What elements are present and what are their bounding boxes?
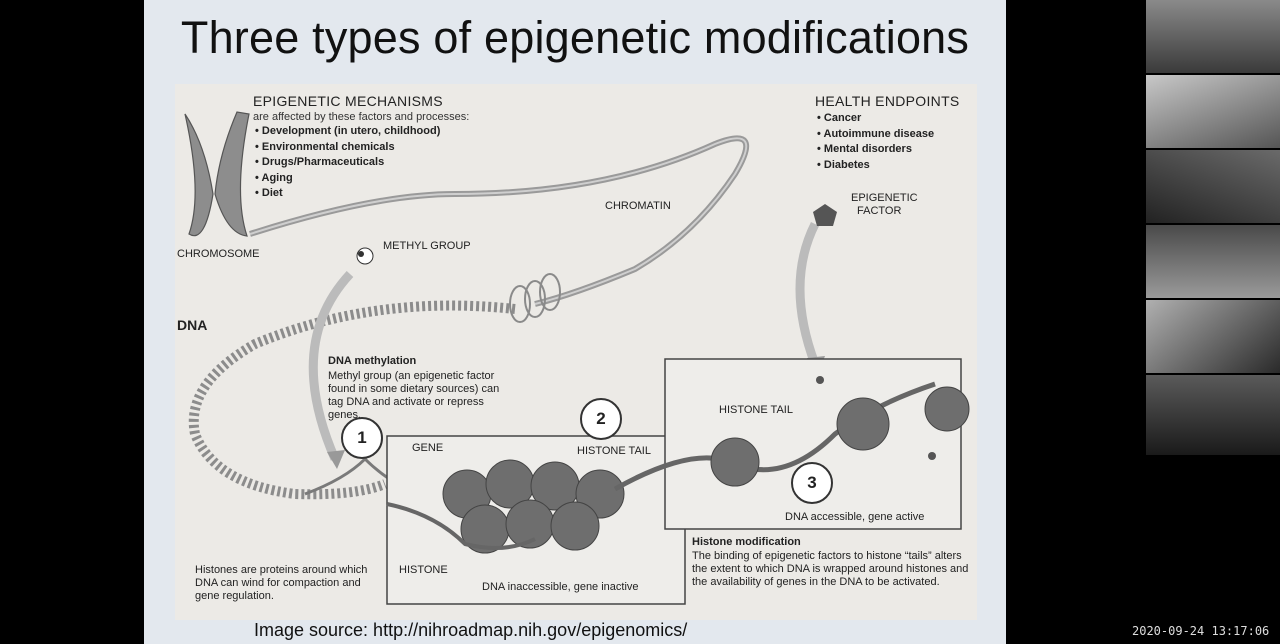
list-item: Aging xyxy=(255,171,440,187)
histone-mod-text: The binding of epigenetic factors to his… xyxy=(692,550,969,588)
methylation-text: Methyl group (an epigenetic factor found… xyxy=(328,370,500,421)
histone-tail-label-3: HISTONE TAIL xyxy=(719,404,793,416)
methyl-group-label: METHYL GROUP xyxy=(383,240,471,252)
mechanisms-list: Development (in utero, childhood) Enviro… xyxy=(255,124,441,202)
slide-title: Three types of epigenetic modifications xyxy=(180,12,970,63)
dna-inaccessible-label: DNA inaccessible, gene inactive xyxy=(482,581,639,593)
factor-arrow xyxy=(795,221,820,366)
histones-note: Histones are proteins around which DNA c… xyxy=(195,564,368,602)
list-item: Environmental chemicals xyxy=(255,140,440,156)
methylation-title: DNA methylation xyxy=(328,355,417,367)
list-item: Development (in utero, childhood) xyxy=(255,124,440,140)
participant-video-6[interactable] xyxy=(1146,375,1280,455)
list-item: Autoimmune disease xyxy=(817,127,935,143)
chromosome-icon xyxy=(184,111,250,237)
list-item: Diabetes xyxy=(817,158,934,174)
gene-label: GENE xyxy=(412,442,444,454)
histone-cluster xyxy=(442,459,625,554)
mechanisms-heading: EPIGENETIC MECHANISMS xyxy=(253,93,443,109)
number-2-badge: 2 xyxy=(580,398,622,440)
dna-label: DNA xyxy=(177,317,208,333)
list-item: Drugs/Pharmaceuticals xyxy=(255,155,440,171)
histone-tail-label-2: HISTONE TAIL xyxy=(577,445,651,457)
epigenetic-factor-label-2: FACTOR xyxy=(857,205,902,217)
epigenetics-figure: EPIGENETIC MECHANISMS are affected by th… xyxy=(175,84,977,620)
epigenetic-factor-icon xyxy=(813,204,837,226)
histone-mod-title: Histone modification xyxy=(692,536,801,548)
participant-video-4[interactable] xyxy=(1146,225,1280,300)
chromatin-coil xyxy=(509,273,561,323)
number-1-badge: 1 xyxy=(341,417,383,459)
dna-accessible-label: DNA accessible, gene active xyxy=(785,511,925,523)
participant-video-2[interactable] xyxy=(1146,75,1280,150)
chromosome-label: CHROMOSOME xyxy=(177,248,260,260)
methylation-arrow xyxy=(308,270,354,461)
participant-video-1[interactable] xyxy=(1146,0,1280,75)
image-source: Image source: http://nihroadmap.nih.gov/… xyxy=(254,620,688,640)
mechanisms-subheading: are affected by these factors and proces… xyxy=(253,111,470,123)
epigenetic-factor-label-1: EPIGENETIC xyxy=(851,192,918,204)
methyl-group-icon xyxy=(356,247,374,265)
number-3-badge: 3 xyxy=(791,462,833,504)
list-item: Cancer xyxy=(817,111,934,127)
health-list: Cancer Autoimmune disease Mental disorde… xyxy=(817,111,935,174)
list-item: Diet xyxy=(255,186,440,202)
timestamp: 2020-09-24 13:17:06 xyxy=(1132,624,1270,638)
participant-video-5[interactable] xyxy=(1146,300,1280,375)
histone-label: HISTONE xyxy=(399,564,448,576)
health-heading: HEALTH ENDPOINTS xyxy=(815,93,960,109)
video-gallery[interactable] xyxy=(1146,0,1280,455)
chromatin-label: CHROMATIN xyxy=(605,200,671,212)
dna-helix xyxy=(188,300,516,500)
participant-video-3[interactable] xyxy=(1146,150,1280,225)
list-item: Mental disorders xyxy=(817,142,934,158)
